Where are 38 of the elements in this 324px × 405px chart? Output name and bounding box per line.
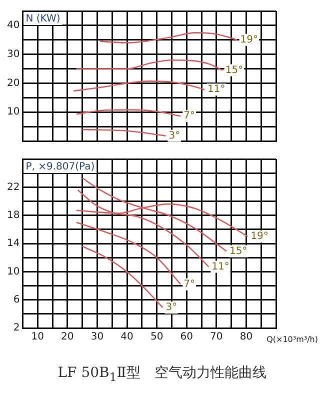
y-tick-label: 30	[6, 48, 20, 60]
text: LF 50B$_{1}$Ⅱ型 空气动力性能曲线	[56, 364, 268, 384]
line-series	[72, 80, 206, 92]
y-tick-label: 6	[13, 294, 20, 306]
x-axis-title: Q(×10³m³/h)	[266, 335, 318, 344]
series-label: 15°	[230, 246, 248, 257]
series-label: 11°	[212, 261, 230, 272]
y-tick-label: 2	[13, 322, 20, 334]
x-tick-label: 70	[210, 332, 223, 343]
x-tick-label: 60	[180, 332, 193, 343]
x-tick-label: 50	[150, 332, 164, 343]
x-tick-label: 20	[61, 332, 74, 343]
line-series	[100, 32, 238, 44]
y-tick-label: 20	[6, 78, 20, 89]
line-series	[76, 222, 182, 285]
line-series	[76, 59, 224, 71]
y-tick-label: 10	[6, 266, 20, 278]
series-label: 15°	[225, 64, 244, 76]
y-tick-label: 18	[6, 210, 20, 221]
series-label: 19°	[250, 231, 268, 242]
y-tick-label: 40	[6, 20, 20, 32]
series-label: 3°	[168, 130, 180, 142]
x-tick-label: 30	[90, 332, 104, 343]
y-tick-label: 14	[6, 238, 20, 250]
series-label: 11°	[207, 84, 226, 96]
y-axis-title: P, ×9.807(Pa)	[26, 162, 95, 173]
line-series	[76, 109, 182, 117]
series-label: 19°	[240, 34, 258, 46]
y-tick-label: 10	[6, 106, 20, 118]
x-tick-label: 80	[240, 332, 253, 343]
x-tick-label: 40	[120, 332, 134, 343]
series-label: 3°	[166, 302, 178, 314]
line-series	[82, 246, 164, 308]
x-tick-label: 10	[31, 332, 44, 343]
series-label: 7°	[184, 110, 196, 122]
y-axis-title: N (KW)	[26, 14, 60, 25]
series-label: 7°	[184, 278, 196, 290]
y-tick-label: 22	[6, 182, 20, 193]
